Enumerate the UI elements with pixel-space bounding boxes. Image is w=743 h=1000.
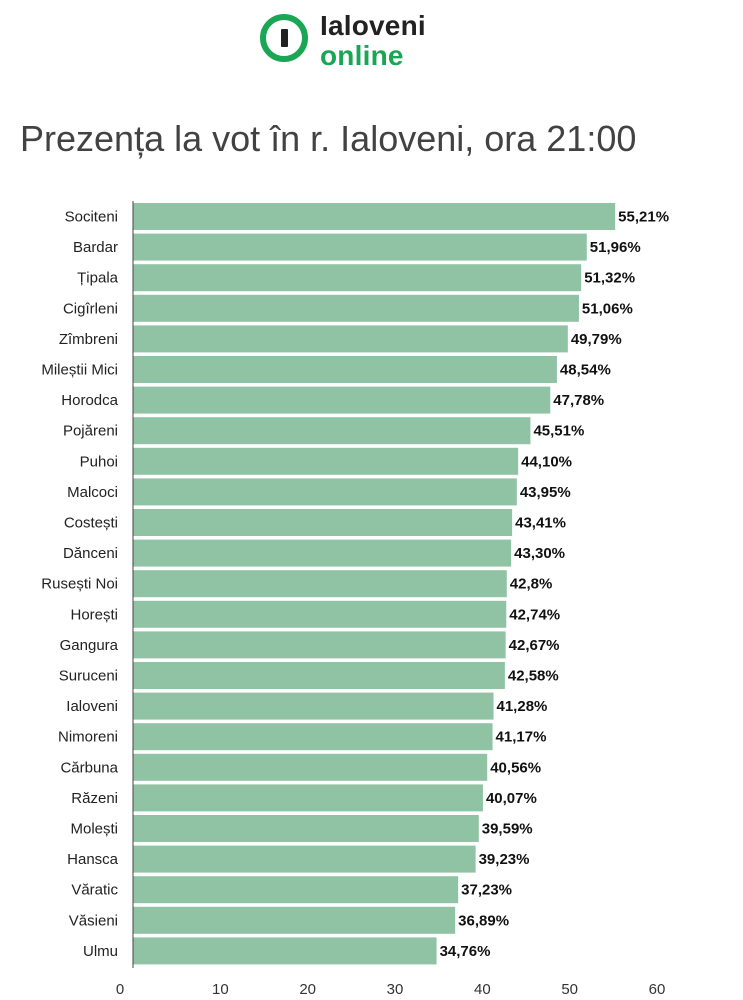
brand-logo-mark-icon xyxy=(260,14,308,62)
bar-6 xyxy=(133,356,557,383)
category-label: Ulmu xyxy=(83,943,118,960)
category-label: Puhoi xyxy=(80,453,118,470)
category-label: Sociteni xyxy=(65,209,118,226)
value-label: 39,23% xyxy=(479,851,530,868)
value-label: 37,23% xyxy=(461,882,512,899)
value-label: 51,32% xyxy=(584,270,635,287)
value-label: 39,59% xyxy=(482,821,533,838)
bar-13 xyxy=(133,570,507,598)
value-label: 41,28% xyxy=(497,698,548,715)
bar-19 xyxy=(133,753,488,781)
value-label: 49,79% xyxy=(571,331,622,348)
category-label: Horești xyxy=(70,606,118,623)
bar-16 xyxy=(133,662,505,689)
bar-4 xyxy=(133,294,579,322)
bar-18 xyxy=(133,723,493,751)
bar-14 xyxy=(133,600,507,628)
category-label: Costești xyxy=(64,515,118,532)
value-label: 42,58% xyxy=(508,668,559,685)
category-label: Răzeni xyxy=(71,790,118,807)
value-label: 42,8% xyxy=(510,576,553,593)
category-label: Gangura xyxy=(60,637,119,654)
bar-24 xyxy=(133,906,456,934)
category-label: Horodca xyxy=(61,392,118,409)
category-label: Văratic xyxy=(71,882,118,899)
x-tick-label: 0 xyxy=(116,981,124,998)
category-label: Hansca xyxy=(67,851,119,868)
bar-9 xyxy=(133,447,519,475)
category-label: Molești xyxy=(70,821,118,838)
bar-12 xyxy=(133,539,512,567)
category-label: Bardar xyxy=(73,239,118,256)
bar-17 xyxy=(133,692,494,720)
value-label: 43,30% xyxy=(514,545,565,562)
bar-8 xyxy=(133,417,531,445)
bar-3 xyxy=(133,264,582,292)
bar-10 xyxy=(133,478,517,506)
category-label: Malcoci xyxy=(67,484,118,501)
category-label: Suruceni xyxy=(59,668,118,685)
bar-23 xyxy=(133,876,459,904)
category-label: Dănceni xyxy=(63,545,118,562)
x-tick-label: 20 xyxy=(299,981,316,998)
bar-21 xyxy=(133,815,479,842)
bar-1 xyxy=(133,203,616,230)
value-label: 40,07% xyxy=(486,790,537,807)
bar-11 xyxy=(133,509,513,536)
value-label: 44,10% xyxy=(521,453,572,470)
value-label: 47,78% xyxy=(553,392,604,409)
value-label: 55,21% xyxy=(618,209,669,226)
value-label: 43,95% xyxy=(520,484,571,501)
x-tick-label: 10 xyxy=(212,981,229,998)
category-label: Ialoveni xyxy=(66,698,118,715)
value-label: 51,06% xyxy=(582,300,633,317)
category-label: Țipala xyxy=(77,270,119,287)
category-label: Pojăreni xyxy=(63,423,118,440)
brand-name-line1: Ialoveni xyxy=(320,10,426,41)
brand-logo: Ialoveni online xyxy=(260,10,500,72)
value-label: 42,74% xyxy=(509,606,560,623)
x-tick-label: 40 xyxy=(474,981,491,998)
chart-title: Prezența la vot în r. Ialoveni, ora 21:0… xyxy=(20,118,637,159)
value-label: 45,51% xyxy=(533,423,584,440)
value-label: 36,89% xyxy=(458,912,509,929)
bar-22 xyxy=(133,845,476,873)
brand-name-line2: online xyxy=(320,40,404,71)
value-label: 42,67% xyxy=(509,637,560,654)
value-label: 43,41% xyxy=(515,515,566,532)
value-label: 48,54% xyxy=(560,362,611,379)
category-label: Zîmbreni xyxy=(59,331,118,348)
value-label: 41,17% xyxy=(496,729,547,746)
category-label: Cigîrleni xyxy=(63,300,118,317)
x-tick-label: 30 xyxy=(387,981,404,998)
category-label: Nimoreni xyxy=(58,729,118,746)
category-label: Rusești Noi xyxy=(41,576,118,593)
bar-15 xyxy=(133,631,506,659)
value-label: 34,76% xyxy=(440,943,491,960)
bar-2 xyxy=(133,233,587,261)
bar-25 xyxy=(133,937,437,965)
category-label: Mileștii Mici xyxy=(41,362,118,379)
category-label: Cărbuna xyxy=(60,759,118,776)
x-tick-label: 50 xyxy=(561,981,578,998)
bar-7 xyxy=(133,386,551,414)
value-label: 40,56% xyxy=(490,759,541,776)
category-label: Văsieni xyxy=(69,912,118,929)
bar-20 xyxy=(133,784,483,812)
bar-5 xyxy=(133,325,568,353)
value-label: 51,96% xyxy=(590,239,641,256)
x-tick-label: 60 xyxy=(649,981,666,998)
